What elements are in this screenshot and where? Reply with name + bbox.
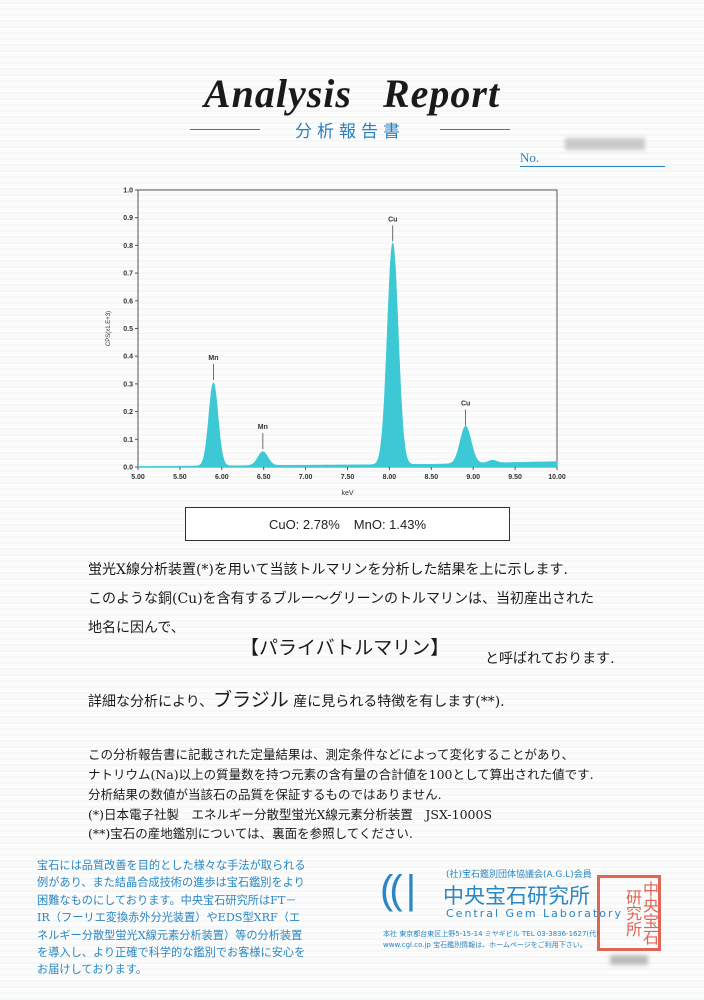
x-tick-label: 10.00 — [548, 474, 566, 481]
x-tick-label: 6.00 — [215, 474, 229, 481]
x-tick-label: 6.50 — [257, 474, 271, 481]
note-5: (**)宝石の産地鑑別については、裏面を参照してください. — [88, 826, 413, 841]
y-tick-label: 0.8 — [123, 243, 133, 250]
address-line: 本社 東京都台東区上野5-15-14 ミヤギビル TEL 03-3836-162… — [383, 930, 599, 938]
x-tick-label: 8.50 — [424, 474, 438, 481]
plot-frame — [137, 189, 558, 468]
body-line-1: 蛍光X線分析装置(*)を用いて当該トルマリンを分析した結果を上に示します. — [88, 562, 568, 578]
y-tick-label: 0.9 — [123, 215, 133, 222]
cuo-value: CuO: 2.78% — [268, 516, 340, 532]
x-tick-label: 5.50 — [173, 474, 187, 481]
x-tick-label: 9.00 — [466, 474, 480, 481]
footer-description: 宝石には品質改善を目的とした様々な手法が取られる例があり、また結晶合成技術の進歩… — [37, 859, 306, 977]
peak-label-mn: Mn — [208, 355, 218, 362]
red-seal-stamp: 中央宝石研究所 — [597, 875, 661, 951]
mno-value: MnO: 1.43% — [353, 516, 427, 532]
spectrum-area — [137, 242, 558, 468]
gem-name: 【パライバトルマリン】 — [240, 637, 450, 659]
body-line-5: 詳細な分析により、ブラジル 産に見られる特徴を有します(**). — [88, 685, 505, 712]
lab-address: 本社 東京都台東区上野5-15-14 ミヤギビル TEL 03-3836-162… — [383, 929, 599, 951]
body-line-2: このような銅(Cu)を含有するブルー～グリーンのトルマリンは、当初産出された — [88, 591, 594, 607]
report-title: Analysis Report — [203, 71, 501, 116]
note-1: この分析報告書に記載された定量結果は、測定条件などによって変化することがあり、 — [88, 747, 575, 762]
lab-name-jp: 中央宝石研究所 — [443, 884, 590, 908]
body-line-3: 地名に因んで、 — [88, 620, 185, 636]
x-tick-label: 7.00 — [299, 474, 313, 481]
edx-spectrum-chart: 5.00 5.50 6.00 6.50 7.00 7.50 8.00 8.50 9.00 9.50… — [106, 188, 566, 498]
y-tick-label: 0.5 — [123, 326, 133, 333]
x-axis-label: keV — [341, 490, 353, 497]
peak-label-cu: Cu — [388, 216, 397, 223]
y-tick-label: 1.0 — [123, 188, 133, 195]
lab-name-en: Central Gem Laboratory — [446, 907, 623, 920]
cgl-logo: (( | — [380, 868, 416, 912]
y-tick-label: 0.7 — [123, 271, 133, 278]
redacted-report-number — [565, 138, 645, 150]
x-tick-label: 8.00 — [383, 474, 397, 481]
y-axis-label: CPS(x1.E+3) — [106, 311, 112, 346]
x-tick-label: 7.50 — [341, 474, 355, 481]
note-4: (*)日本電子社製 エネルギー分散型蛍光X線元素分析装置 JSX-1000S — [88, 807, 493, 822]
peak-label-cu: Cu — [461, 401, 470, 408]
agl-membership: (社)宝石鑑別団体協議会(A.G.L)会員 — [446, 870, 592, 880]
y-tick-label: 0.4 — [123, 354, 133, 361]
y-tick-label: 0.1 — [123, 437, 133, 444]
origin-country: ブラジル — [213, 689, 289, 711]
note-3: 分析結果の数値が当該石の品質を保証するものではありません. — [88, 787, 442, 802]
report-number-label: No. — [520, 150, 665, 167]
result-box: CuO: 2.78% MnO: 1.43% — [185, 507, 510, 541]
website-line: www.cgl.co.jp 宝石鑑別情報は、ホームページをご利用下さい。 — [383, 941, 587, 949]
body-called: と呼ばれております. — [485, 651, 615, 667]
report-subtitle: 分析報告書 — [190, 117, 510, 142]
y-tick-label: 0.2 — [123, 409, 133, 416]
y-tick-label: 0.0 — [123, 465, 133, 472]
body-line-5b: 産に見られる特徴を有します(**). — [293, 694, 505, 710]
x-tick-label: 9.50 — [508, 474, 522, 481]
y-tick-label: 0.6 — [123, 298, 133, 305]
y-tick-label: 0.3 — [123, 381, 133, 388]
body-line-5a: 詳細な分析により、 — [88, 694, 214, 710]
peak-label-mn: Mn — [258, 424, 268, 431]
redacted-code — [610, 955, 648, 965]
note-2: ナトリウム(Na)以上の質量数を持つ元素の含有量の合計値を100として算出された… — [88, 767, 594, 782]
x-tick-label: 5.00 — [131, 474, 145, 481]
